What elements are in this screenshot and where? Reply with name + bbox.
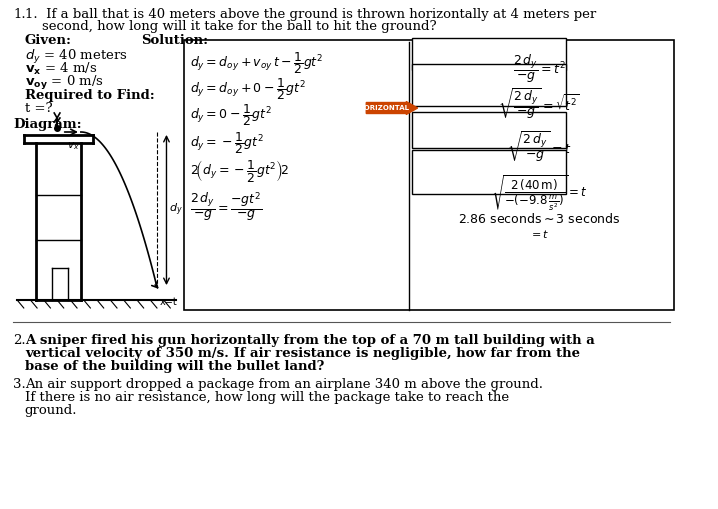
Text: 3.: 3. (14, 378, 26, 391)
Text: 2.: 2. (14, 334, 26, 347)
Text: x=t: x=t (160, 297, 177, 307)
Text: $d_y$ = 40 meters: $d_y$ = 40 meters (24, 48, 128, 66)
Text: vertical velocity of 350 m/s. If air resistance is negligible, how far from the: vertical velocity of 350 m/s. If air res… (24, 347, 579, 360)
Text: $d_y = 0 - \dfrac{1}{2}gt^2$: $d_y = 0 - \dfrac{1}{2}gt^2$ (190, 102, 272, 128)
Text: A sniper fired his gun horizontally from the top of a 70 m tall building with a: A sniper fired his gun horizontally from… (24, 334, 595, 347)
Text: $2\!\left(d_y = -\dfrac{1}{2}gt^2\right)\!2$: $2\!\left(d_y = -\dfrac{1}{2}gt^2\right)… (190, 158, 289, 184)
Text: $\dfrac{2\,d_y}{-g} = \dfrac{-gt^2}{-g}$: $\dfrac{2\,d_y}{-g} = \dfrac{-gt^2}{-g}$ (190, 190, 263, 223)
Text: Required to Find:: Required to Find: (24, 89, 154, 102)
FancyBboxPatch shape (412, 112, 566, 148)
FancyBboxPatch shape (184, 40, 673, 310)
Text: $d_y = -\dfrac{1}{2}gt^2$: $d_y = -\dfrac{1}{2}gt^2$ (190, 130, 264, 156)
Text: 1.: 1. (14, 8, 26, 21)
Text: second, how long will it take for the ball to hit the ground?: second, how long will it take for the ba… (24, 20, 437, 33)
Text: HORIZONTAL: HORIZONTAL (358, 105, 409, 111)
Text: Solution:: Solution: (141, 34, 208, 47)
Text: If there is no air resistance, how long will the package take to reach the: If there is no air resistance, how long … (24, 391, 509, 404)
Text: base of the building will the bullet land?: base of the building will the bullet lan… (24, 360, 324, 373)
Text: $\mathbf{v_x}$ = 4 m/s: $\mathbf{v_x}$ = 4 m/s (24, 61, 97, 77)
Text: $d_y = d_{oy} + 0 - \dfrac{1}{2}gt^2$: $d_y = d_{oy} + 0 - \dfrac{1}{2}gt^2$ (190, 76, 307, 102)
FancyBboxPatch shape (412, 38, 566, 70)
Text: $\sqrt{\dfrac{2\,d_y}{-g}} = t$: $\sqrt{\dfrac{2\,d_y}{-g}} = t$ (507, 130, 572, 165)
Text: $2.86\ \mathrm{seconds} \sim 3\ \mathrm{seconds}$: $2.86\ \mathrm{seconds} \sim 3\ \mathrm{… (458, 212, 620, 226)
Text: Diagram:: Diagram: (14, 118, 82, 131)
FancyBboxPatch shape (412, 64, 566, 106)
Text: Given:: Given: (24, 34, 72, 47)
FancyArrow shape (366, 101, 418, 115)
Text: $d_y = d_{oy} + v_{oy}\,t - \dfrac{1}{2}gt^2$: $d_y = d_{oy} + v_{oy}\,t - \dfrac{1}{2}… (190, 50, 324, 76)
Text: $= t$: $= t$ (529, 228, 549, 240)
Text: t =?: t =? (24, 102, 52, 115)
Text: $\mathbf{v_{oy}}$ = 0 m/s: $\mathbf{v_{oy}}$ = 0 m/s (24, 74, 103, 92)
Text: 1.  If a ball that is 40 meters above the ground is thrown horizontally at 4 met: 1. If a ball that is 40 meters above the… (24, 8, 596, 21)
Text: ground.: ground. (24, 404, 78, 417)
Text: $\sqrt{\dfrac{2\,d_y}{-g}} = \sqrt{t^2}$: $\sqrt{\dfrac{2\,d_y}{-g}} = \sqrt{t^2}$ (498, 87, 580, 122)
Text: $d_y$: $d_y$ (169, 202, 183, 218)
Text: An air support dropped a package from an airplane 340 m above the ground.: An air support dropped a package from an… (24, 378, 543, 391)
Text: $\sqrt{\dfrac{2\,(40\,\mathrm{m})}{-(-9.8\,\frac{m}{s^2})}} = t$: $\sqrt{\dfrac{2\,(40\,\mathrm{m})}{-(-9.… (491, 174, 587, 214)
Text: $v_x$: $v_x$ (67, 140, 79, 152)
Text: $\dfrac{2\,d_y}{-g} = t^2$: $\dfrac{2\,d_y}{-g} = t^2$ (513, 53, 566, 85)
FancyBboxPatch shape (412, 150, 566, 194)
